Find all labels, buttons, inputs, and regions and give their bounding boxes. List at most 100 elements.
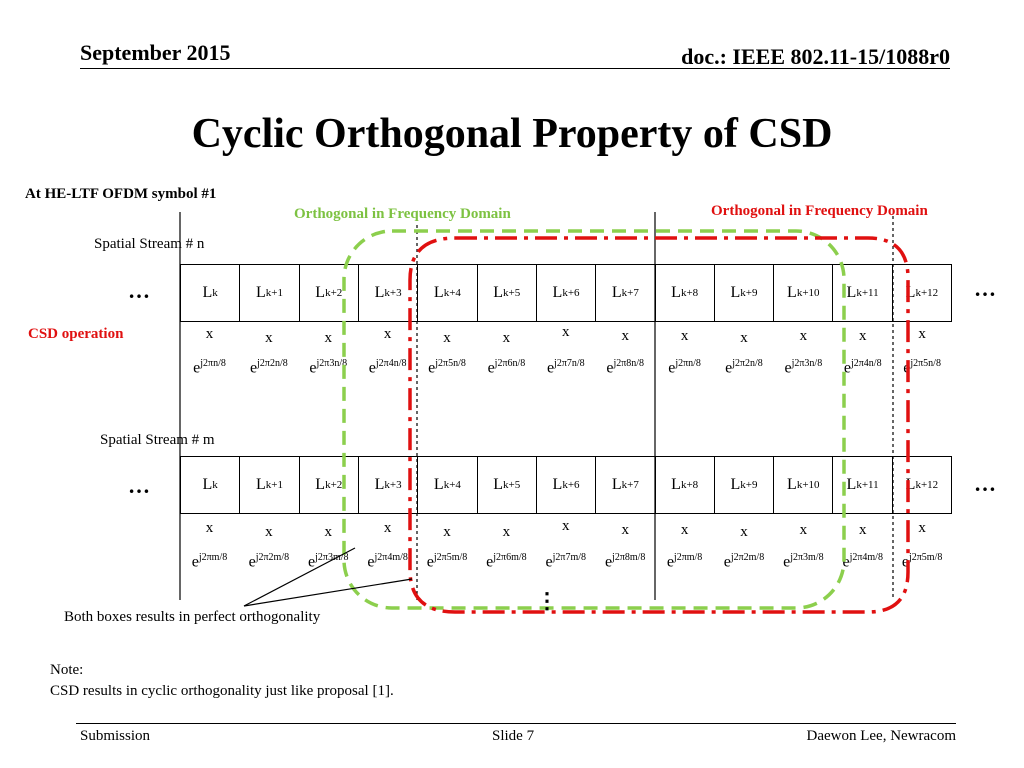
subcarrier-index: k+9	[740, 479, 758, 491]
subcarrier-symbol: L	[671, 284, 681, 301]
subcarrier-symbol: L	[611, 476, 622, 493]
phase-term: ej2π2n/8	[714, 358, 773, 377]
phase-base: e	[901, 553, 909, 571]
multiply-mark: x	[740, 330, 748, 346]
phase-base: e	[487, 359, 495, 377]
phase-base: e	[367, 553, 375, 571]
multiply-mark: x	[621, 522, 629, 538]
slide-title: Cyclic Orthogonal Property of CSD	[191, 111, 833, 157]
phase-base: e	[248, 553, 256, 571]
phase-exponent: j2πm/8	[198, 552, 228, 563]
phase-term: ej2πn/8	[655, 358, 714, 377]
phase-base: e	[843, 359, 851, 377]
subcarrier-index: k+6	[562, 287, 580, 299]
phase-term: ej2π6n/8	[477, 358, 536, 377]
subcarrier-symbol: L	[787, 476, 797, 493]
footer-submission: Submission	[80, 728, 151, 744]
phase-term: ej2π5n/8	[893, 358, 952, 377]
stream-m-left-ellipsis: …	[128, 473, 150, 498]
phase-base: e	[545, 553, 553, 571]
csd-operation-label: CSD operation	[28, 326, 124, 342]
phase-term: ej2π3m/8	[774, 552, 833, 571]
phase-exponent: j2π7n/8	[554, 358, 585, 369]
multiply-mark: x	[443, 330, 451, 346]
subcarrier-index: k+11	[856, 287, 879, 299]
subcarrier-index: k	[212, 479, 218, 491]
phase-term: ej2π4n/8	[833, 358, 892, 377]
subcarrier-symbol: L	[202, 284, 213, 301]
subcarrier-symbol: L	[493, 284, 503, 301]
multiply-mark: x	[265, 524, 273, 540]
multiply-mark: x	[324, 330, 333, 346]
phase-base: e	[250, 359, 258, 377]
footer-author: Daewon Lee, Newracom	[806, 728, 956, 744]
phase-exponent: j2π6m/8	[493, 552, 527, 563]
subcarrier-index: k+5	[503, 479, 521, 491]
phase-exponent: j2π5n/8	[435, 358, 466, 369]
subcarrier-symbol: L	[255, 476, 266, 493]
phase-exponent: j2π2n/8	[257, 358, 288, 369]
phase-term: ej2π8m/8	[596, 552, 655, 571]
symbol-label: At HE-LTF OFDM symbol #1	[25, 186, 217, 202]
phase-exponent: j2π4n/8	[850, 358, 882, 369]
multiply-mark: x	[858, 522, 867, 538]
stream-n-left-ellipsis: …	[128, 278, 150, 303]
phase-exponent: j2π7m/8	[552, 552, 587, 563]
header-doc-number: doc.: IEEE 802.11-15/1088r0	[681, 44, 950, 69]
subcarrier-symbol: L	[905, 284, 916, 301]
subcarrier-symbol: L	[374, 476, 385, 493]
phase-exponent: j2π4n/8	[375, 358, 407, 369]
subcarrier-index: k+8	[680, 479, 699, 491]
subcarrier-symbol: L	[671, 476, 681, 493]
phase-term: ej2πn/8	[180, 358, 239, 377]
multiply-mark: x	[443, 524, 451, 540]
phase-exponent: j2πm/8	[673, 552, 703, 563]
note-heading: Note:	[50, 662, 84, 678]
multiply-mark: x	[205, 326, 214, 342]
phase-exponent: j2π8m/8	[612, 552, 646, 563]
phase-exponent: j2π5n/8	[910, 358, 941, 369]
subcarrier-index: k+11	[856, 479, 879, 491]
note-text: CSD results in cyclic orthogonality just…	[50, 683, 394, 699]
multiply-mark: x	[918, 326, 926, 342]
phase-term: ej2π3n/8	[774, 358, 833, 377]
multiply-mark: x	[799, 522, 808, 538]
phase-term: ej2π5n/8	[418, 358, 477, 377]
phase-exponent: j2π4m/8	[849, 552, 883, 563]
stream-n-label: Spatial Stream # n	[94, 236, 205, 252]
subcarrier-index: k+3	[384, 479, 402, 491]
phase-base: e	[723, 553, 731, 571]
multiply-mark: x	[740, 524, 748, 540]
subcarrier-index: k+7	[621, 287, 639, 299]
subcarrier-index: k+10	[796, 479, 820, 491]
phase-term: ej2π4m/8	[358, 552, 417, 571]
subcarrier-index: k	[212, 287, 218, 299]
stream-n-right-ellipsis: …	[974, 276, 996, 301]
phase-term: ej2π6m/8	[477, 552, 536, 571]
multiply-mark: x	[562, 324, 570, 340]
phase-term: ej2πm/8	[655, 552, 714, 571]
both-boxes-label: Both boxes results in perfect orthogonal…	[64, 609, 321, 625]
subcarrier-symbol: L	[255, 284, 266, 301]
multiply-mark: x	[680, 522, 689, 538]
phase-term: ej2π2m/8	[714, 552, 773, 571]
subcarrier-symbol: L	[493, 476, 503, 493]
